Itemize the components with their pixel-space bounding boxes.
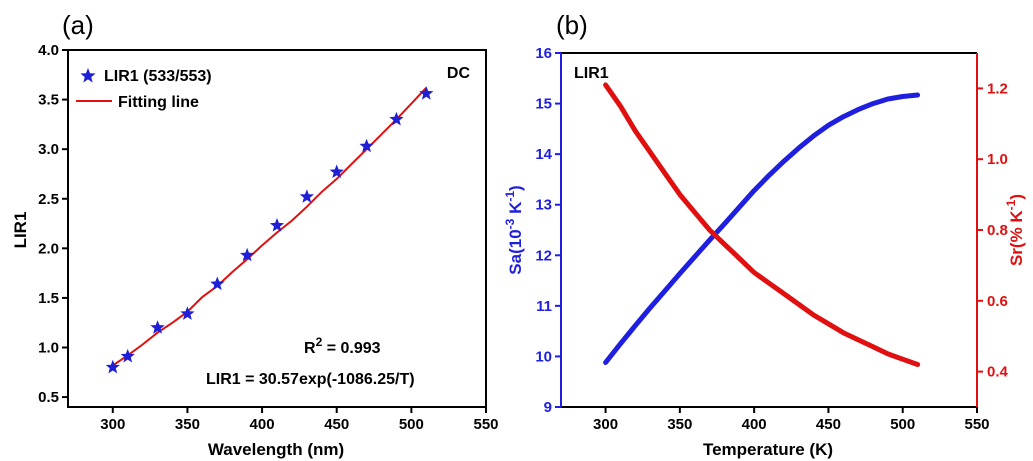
legend-label-fit: Fitting line <box>118 94 199 111</box>
panel-a-legend: LIR1 (533/553) Fitting line <box>76 68 212 111</box>
y-tick-label: 1.0 <box>38 340 59 357</box>
x-tick-label: 550 <box>964 416 989 433</box>
y-tick-label: 4.0 <box>38 42 59 59</box>
left-title-sup: -3 <box>503 218 517 229</box>
right-y-tick-label: 1.2 <box>987 80 1008 97</box>
left-title-end: ) <box>506 185 525 191</box>
left-y-tick-label: 11 <box>536 298 552 315</box>
x-tick-label: 500 <box>399 416 424 433</box>
data-point-star <box>269 218 285 232</box>
panel-a-y-axis-title: LIR1 <box>11 212 30 249</box>
left-title-sup2: -1 <box>503 191 517 202</box>
right-title-sup: -1 <box>1004 199 1018 210</box>
r2-sup: 2 <box>316 335 323 349</box>
y-tick-label: 3.5 <box>38 92 59 109</box>
data-point-star <box>180 306 195 320</box>
x-tick-label: 500 <box>890 416 915 433</box>
y-tick-label: 1.5 <box>38 290 59 307</box>
panel-b-label: (b) <box>556 10 588 40</box>
left-title-base: Sa(10 <box>506 229 525 274</box>
left-y-tick-label: 13 <box>535 197 552 214</box>
legend-star-marker <box>80 68 96 83</box>
panel-b-corner-label: LIR1 <box>574 65 609 82</box>
panel-a-ticks: 300 350 400 450 500 550 0.5 1.0 1.5 2.0 2.5 3.0 3.5 4… <box>38 42 498 433</box>
y-tick-label: 0.5 <box>38 389 59 406</box>
left-y-tick-label: 12 <box>535 247 552 264</box>
data-point-star <box>240 247 255 262</box>
right-y-tick-label: 0.8 <box>987 222 1008 239</box>
right-y-tick-label: 1.0 <box>987 151 1008 168</box>
left-y-tick-label: 14 <box>535 146 552 163</box>
x-tick-label: 300 <box>100 416 125 433</box>
right-y-tick-label: 0.4 <box>987 364 1009 381</box>
panel-a-plot-frame <box>67 49 487 408</box>
sr-curve <box>603 82 921 367</box>
panel-b-left-y-axis-title: Sa(10-3 K-1) <box>503 185 525 274</box>
y-tick-label: 2.5 <box>38 191 59 208</box>
x-tick-label: 550 <box>473 416 498 433</box>
data-point-star <box>419 86 434 100</box>
legend-label-scatter: LIR1 (533/553) <box>104 68 212 85</box>
data-point-star <box>105 359 120 374</box>
right-title-end: ) <box>1007 194 1026 200</box>
left-title-mid: K <box>506 201 525 219</box>
y-tick-label: 3.0 <box>38 141 59 158</box>
data-point-star <box>329 164 344 178</box>
x-tick-label: 400 <box>742 416 767 433</box>
data-point-star <box>389 111 404 126</box>
x-tick-label: 400 <box>250 416 275 433</box>
panel-b-x-axis-title: Temperature (K) <box>703 440 833 459</box>
data-point-star <box>150 320 165 334</box>
panel-b: (b) 300 350 400 450 500 550 9 10 11 12 13 14 15 16 0.4… <box>503 10 1026 459</box>
data-point-star <box>359 138 374 153</box>
panel-a-label: (a) <box>62 10 94 40</box>
x-tick-label: 450 <box>816 416 841 433</box>
panel-a-series <box>105 86 434 374</box>
panel-b-ticks: 300 350 400 450 500 550 9 10 11 12 13 14 15 16 0.4 0.6 0… <box>535 45 1008 433</box>
x-tick-label: 350 <box>175 416 200 433</box>
r2-rest: = 0.993 <box>322 340 380 357</box>
sa-curve <box>603 92 921 365</box>
right-title-base: Sr(% K <box>1007 210 1026 266</box>
x-tick-label: 300 <box>593 416 618 433</box>
data-point-star <box>210 276 225 291</box>
data-point-star <box>299 189 314 203</box>
left-y-tick-label: 15 <box>535 96 552 113</box>
left-y-tick-label: 16 <box>535 45 552 62</box>
left-y-tick-label: 10 <box>535 348 552 365</box>
panel-a: (a) 300 350 400 450 500 550 0.5 1.0 1.5 2.0 2.5 3.0… <box>11 10 499 459</box>
fitting-line <box>112 87 428 367</box>
x-tick-label: 350 <box>667 416 692 433</box>
panel-a-r-squared: R2 = 0.993 <box>304 335 381 357</box>
panel-b-right-y-axis-title: Sr(% K-1) <box>1004 194 1026 266</box>
panel-b-series <box>603 82 921 367</box>
data-point-star <box>120 348 135 363</box>
panel-a-x-axis-title: Wavelength (nm) <box>208 440 344 459</box>
r2-base: R <box>304 340 316 357</box>
right-y-tick-label: 0.6 <box>987 293 1008 310</box>
left-y-tick-label: 9 <box>544 399 552 416</box>
panel-a-fit-equation: LIR1 = 30.57exp(-1086.25/T) <box>206 371 415 388</box>
x-tick-label: 450 <box>324 416 349 433</box>
panel-a-corner-label: DC <box>447 65 471 82</box>
y-tick-label: 2.0 <box>38 240 59 257</box>
